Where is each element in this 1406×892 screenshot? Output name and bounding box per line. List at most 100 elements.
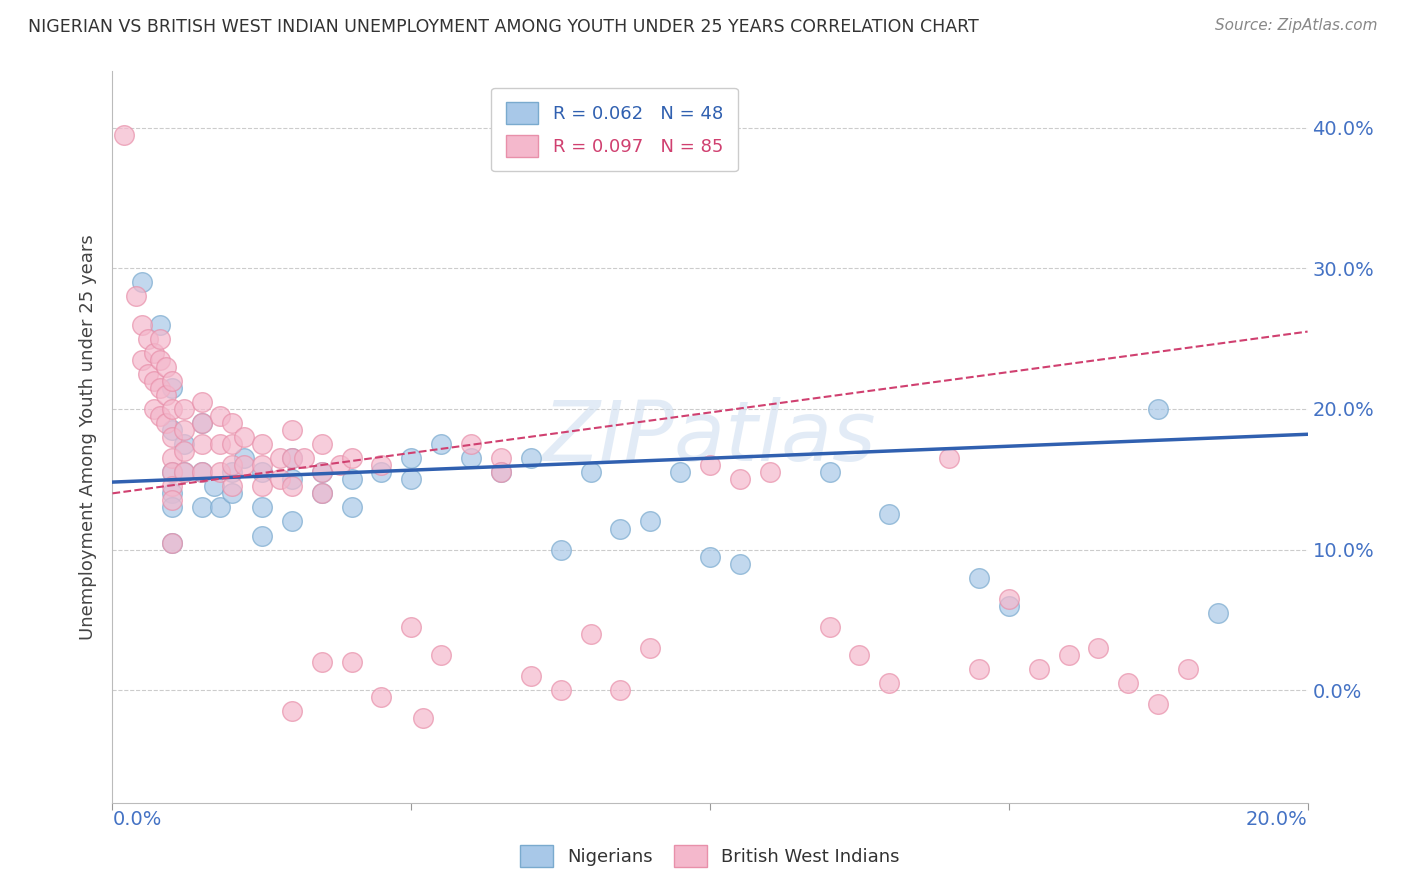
Point [759, 465, 782, 479]
Point [191, 465, 214, 479]
Point [149, 332, 172, 346]
Point [162, 535, 183, 549]
Point [125, 289, 148, 303]
Point [967, 571, 990, 585]
Point [877, 508, 901, 522]
Point [1028, 662, 1050, 676]
Point [250, 437, 273, 451]
Point [162, 486, 183, 500]
Point [155, 416, 177, 430]
Point [221, 479, 243, 493]
Point [818, 620, 841, 634]
Point [162, 479, 183, 493]
Point [221, 458, 243, 473]
Point [149, 318, 172, 332]
Point [311, 437, 333, 451]
Point [1087, 641, 1109, 656]
Point [143, 374, 166, 388]
Point [818, 465, 841, 479]
Point [579, 465, 602, 479]
Point [208, 409, 231, 423]
Point [728, 472, 751, 486]
Text: NIGERIAN VS BRITISH WEST INDIAN UNEMPLOYMENT AMONG YOUTH UNDER 25 YEARS CORRELAT: NIGERIAN VS BRITISH WEST INDIAN UNEMPLOY… [28, 18, 979, 36]
Legend: Nigerians, British West Indians: Nigerians, British West Indians [513, 838, 907, 874]
Point [281, 472, 304, 486]
Point [269, 472, 291, 486]
Point [138, 367, 160, 381]
Point [638, 641, 662, 656]
Point [191, 416, 214, 430]
Point [143, 401, 166, 416]
Point [550, 683, 572, 698]
Point [281, 515, 304, 529]
Point [489, 451, 512, 466]
Point [460, 437, 482, 451]
Point [250, 528, 273, 542]
Point [1206, 606, 1229, 620]
Point [250, 465, 273, 479]
Point [131, 352, 153, 367]
Point [1147, 698, 1170, 712]
Point [281, 423, 304, 437]
Point [232, 451, 256, 466]
Point [173, 465, 195, 479]
Point [699, 458, 721, 473]
Point [281, 451, 304, 466]
Point [162, 381, 183, 395]
Y-axis label: Unemployment Among Youth under 25 years: Unemployment Among Youth under 25 years [79, 235, 97, 640]
Point [609, 683, 631, 698]
Point [232, 458, 256, 473]
Point [520, 451, 543, 466]
Point [311, 655, 333, 669]
Point [173, 423, 195, 437]
Point [162, 451, 183, 466]
Point [143, 345, 166, 359]
Point [1147, 401, 1170, 416]
Point [609, 521, 631, 535]
Point [162, 401, 183, 416]
Point [221, 486, 243, 500]
Point [269, 451, 291, 466]
Point [191, 416, 214, 430]
Point [162, 493, 183, 508]
Point [370, 465, 392, 479]
Point [162, 465, 183, 479]
Point [162, 465, 183, 479]
Point [877, 676, 901, 690]
Point [191, 500, 214, 515]
Point [1177, 662, 1199, 676]
Point [281, 451, 304, 466]
Point [340, 500, 363, 515]
Point [232, 430, 256, 444]
Point [131, 318, 153, 332]
Point [328, 458, 352, 473]
Point [221, 437, 243, 451]
Point [520, 669, 543, 683]
Point [250, 458, 273, 473]
Point [155, 388, 177, 402]
Point [149, 409, 172, 423]
Point [138, 332, 160, 346]
Point [162, 374, 183, 388]
Text: Source: ZipAtlas.com: Source: ZipAtlas.com [1215, 18, 1378, 33]
Point [638, 515, 662, 529]
Point [292, 451, 315, 466]
Text: 20.0%: 20.0% [1246, 810, 1308, 829]
Point [208, 465, 231, 479]
Point [967, 662, 990, 676]
Point [311, 486, 333, 500]
Point [340, 472, 363, 486]
Point [998, 599, 1021, 613]
Point [208, 500, 231, 515]
Point [848, 648, 870, 662]
Point [430, 648, 453, 662]
Point [162, 423, 183, 437]
Point [250, 479, 273, 493]
Point [131, 276, 153, 290]
Point [281, 705, 304, 719]
Point [162, 500, 183, 515]
Point [401, 472, 423, 486]
Point [173, 437, 195, 451]
Point [489, 465, 512, 479]
Point [191, 437, 214, 451]
